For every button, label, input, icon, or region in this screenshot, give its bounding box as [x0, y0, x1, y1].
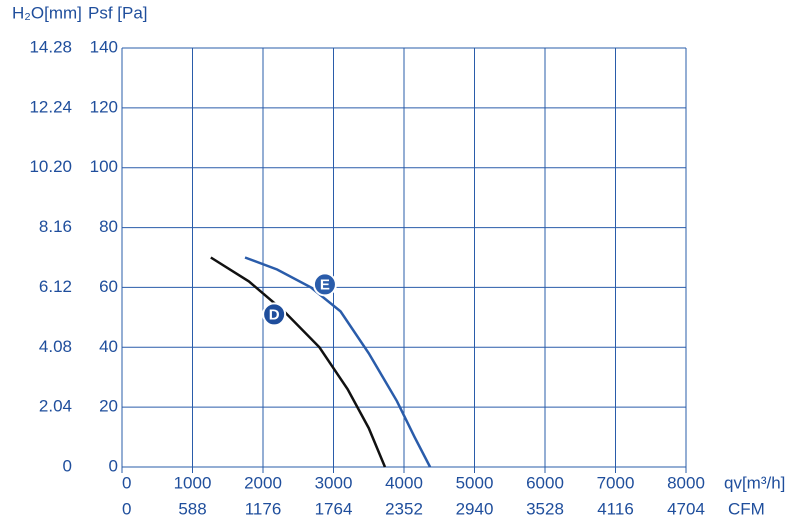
y2-tick-label: 4.08 — [39, 337, 72, 356]
x2-tick-label: 3528 — [526, 499, 564, 518]
y2-axis-title: Psf [Pa] — [88, 3, 148, 22]
x-tick-label: 3000 — [315, 473, 353, 492]
legend-label: E — [320, 276, 330, 293]
x-axis-title: qv[m³/h] — [724, 473, 785, 492]
y2-tick-label: 8.16 — [39, 217, 72, 236]
y-tick-label: 0 — [109, 456, 118, 475]
x2-tick-label: 588 — [178, 499, 206, 518]
y-tick-label: 100 — [90, 157, 118, 176]
y2-tick-label: 14.28 — [29, 37, 72, 56]
y-axis-title: H₂O[mm] — [12, 3, 82, 22]
y-tick-label: 40 — [99, 337, 118, 356]
x2-tick-label: 2352 — [385, 499, 423, 518]
x2-tick-label: 0 — [122, 499, 131, 518]
x2-axis-title: CFM — [728, 499, 765, 518]
x-tick-label: 8000 — [667, 473, 705, 492]
x-tick-label: 7000 — [597, 473, 635, 492]
y-tick-label: 140 — [90, 37, 118, 56]
x-tick-label: 1000 — [174, 473, 212, 492]
y-tick-label: 60 — [99, 277, 118, 296]
y2-tick-label: 2.04 — [39, 397, 72, 416]
x2-tick-label: 1176 — [245, 499, 282, 518]
x2-tick-label: 1764 — [315, 499, 353, 518]
y2-tick-label: 12.24 — [29, 97, 72, 116]
x2-tick-label: 4116 — [597, 499, 634, 518]
legend-label: D — [269, 306, 280, 323]
y-tick-label: 20 — [99, 397, 118, 416]
x-tick-label: 6000 — [526, 473, 564, 492]
x-tick-label: 4000 — [385, 473, 423, 492]
x-tick-label: 5000 — [456, 473, 494, 492]
curve — [244, 256, 432, 468]
y-tick-label: 80 — [99, 217, 118, 236]
curve-badge — [262, 302, 287, 327]
x-tick-label: 2000 — [244, 473, 282, 492]
curve-badge — [312, 272, 337, 297]
x2-tick-label: 4704 — [667, 499, 705, 518]
y2-tick-label: 0 — [63, 456, 72, 475]
x-tick-label: 0 — [122, 473, 131, 492]
curve — [210, 256, 387, 468]
y2-tick-label: 6.12 — [39, 277, 72, 296]
x2-tick-label: 2940 — [456, 499, 494, 518]
y-tick-label: 120 — [90, 97, 118, 116]
y2-tick-label: 10.20 — [29, 157, 72, 176]
